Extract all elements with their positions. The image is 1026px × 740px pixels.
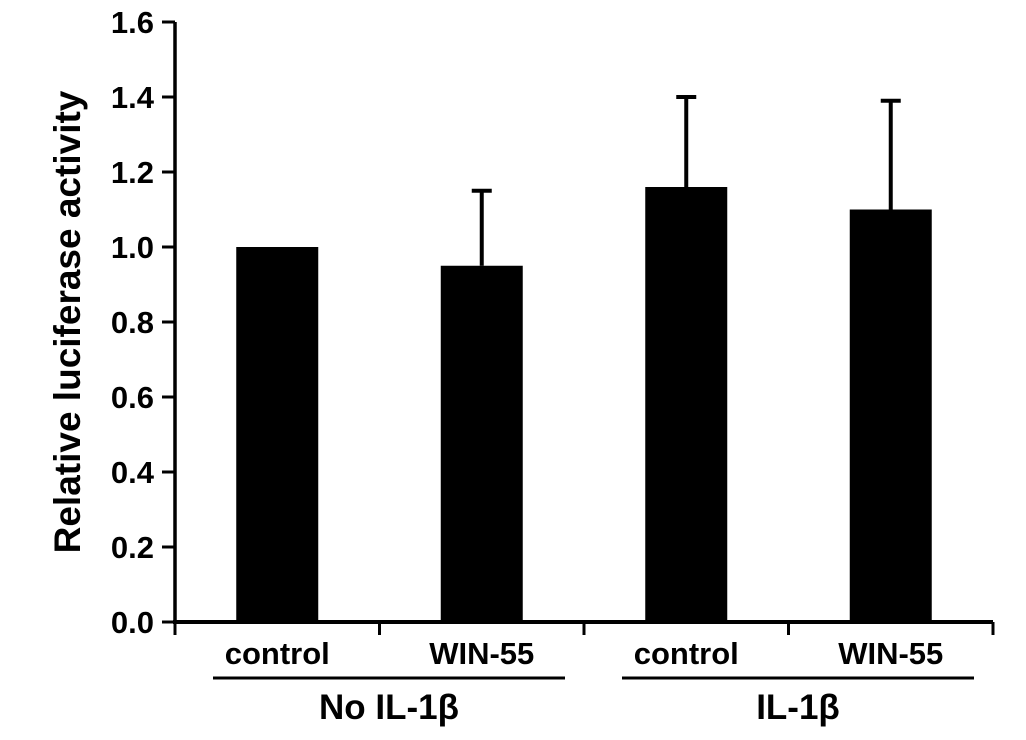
category-label: control	[225, 636, 330, 671]
group-label: IL-1β	[756, 688, 840, 727]
bar	[440, 265, 523, 622]
category-label: WIN-55	[429, 636, 534, 671]
category-label: control	[634, 636, 739, 671]
y-tick-label: 1.0	[111, 230, 154, 265]
bar	[645, 187, 728, 622]
y-tick-label: 1.6	[111, 5, 154, 40]
y-tick-label: 0.4	[111, 455, 155, 490]
category-label: WIN-55	[838, 636, 943, 671]
y-tick-label: 1.2	[111, 155, 154, 190]
y-tick-label: 1.4	[111, 80, 155, 115]
bar	[849, 209, 932, 622]
group-label: No IL-1β	[319, 688, 459, 727]
y-tick-label: 0.2	[111, 530, 154, 565]
y-tick-label: 0.0	[111, 605, 154, 640]
y-tick-label: 0.8	[111, 305, 154, 340]
y-tick-label: 0.6	[111, 380, 154, 415]
bar	[236, 247, 319, 622]
y-axis-title: Relative luciferase activity	[47, 90, 88, 554]
